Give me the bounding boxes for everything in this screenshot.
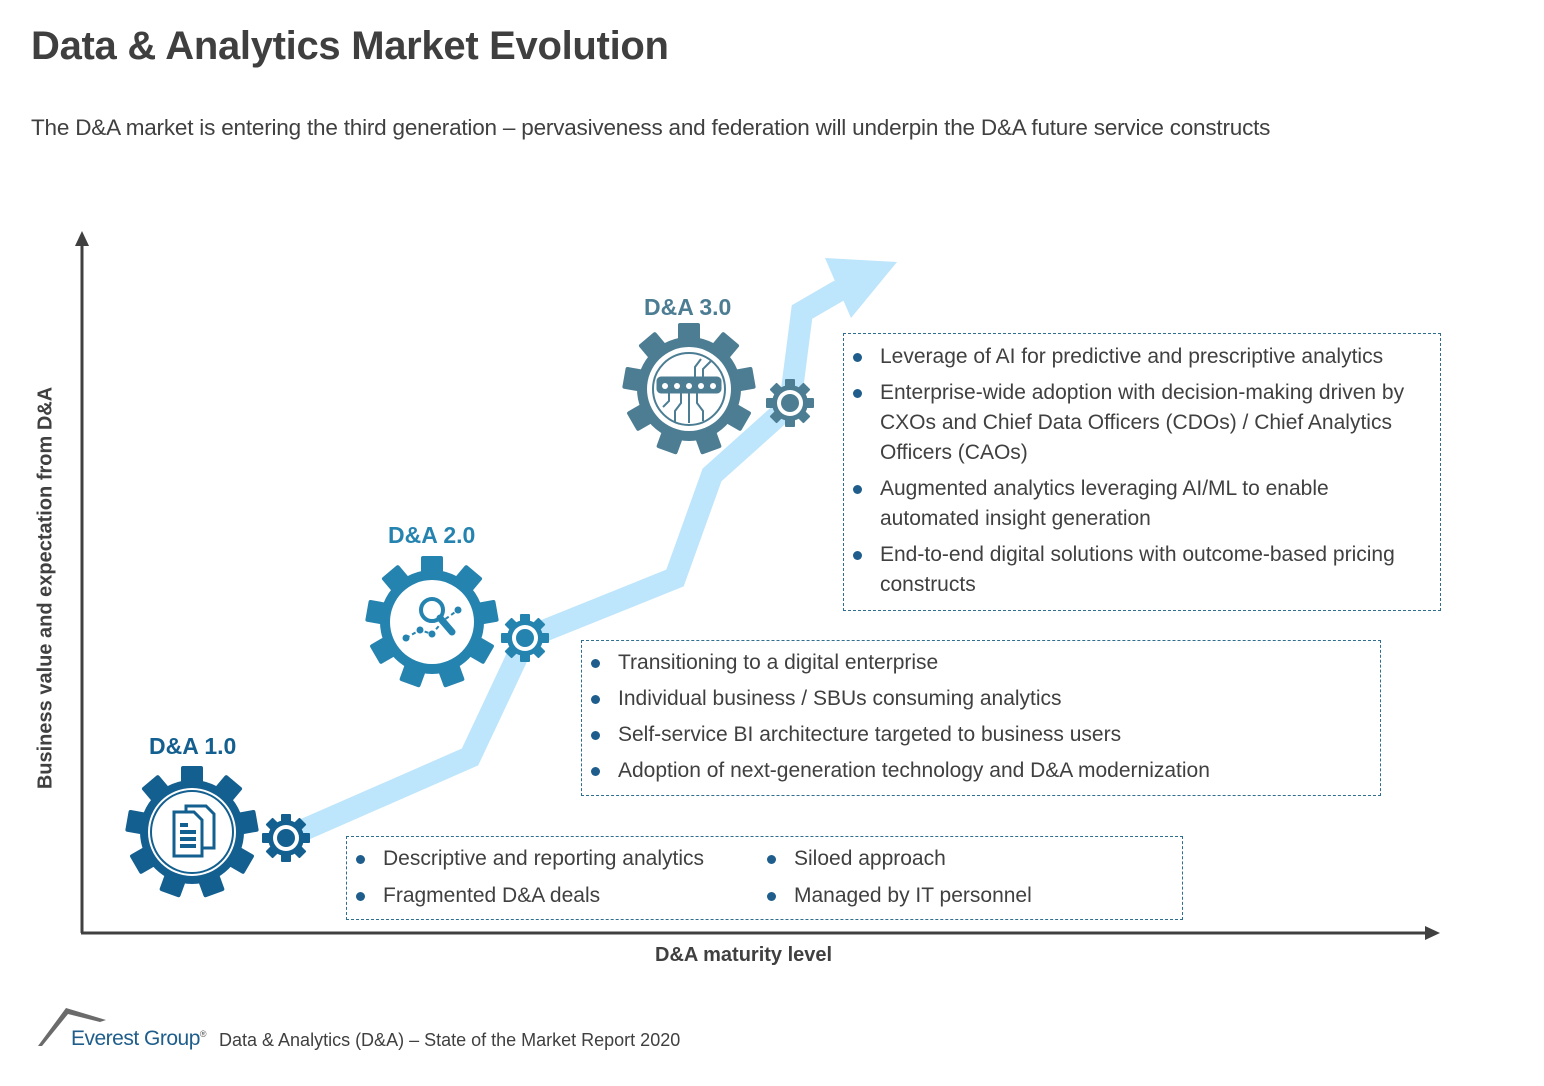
stage2-label: D&A 2.0 [388,522,476,548]
bullet-icon [591,731,600,740]
list-item: Leverage of AI for predictive and prescr… [844,342,1429,372]
bullet-icon [356,892,365,901]
list-item: End-to-end digital solutions with outcom… [844,540,1429,600]
y-axis-label: Business value and expectation from D&A [34,386,57,790]
stage1-label: D&A 1.0 [149,733,237,759]
bullet-icon [767,855,776,864]
magnifier-analytics-icon [402,597,462,642]
bullet-icon [591,659,600,668]
list-item: Enterprise-wide adoption with decision-m… [844,378,1429,468]
everest-logo-icon [38,1008,106,1046]
stage3-label: D&A 3.0 [644,294,732,320]
list-item: Transitioning to a digital enterprise [582,648,1372,678]
x-axis [81,926,1440,940]
bullet-icon [853,353,862,362]
list-item: Augmented analytics leveraging AI/ML to … [844,474,1429,534]
stage3-description-box: Leverage of AI for predictive and prescr… [843,333,1441,611]
page-subtitle: The D&A market is entering the third gen… [31,115,1271,140]
report-title: Data & Analytics (D&A) – State of the Ma… [219,1030,681,1050]
page-title: Data & Analytics Market Evolution [31,24,669,68]
list-item: Individual business / SBUs consuming ana… [582,684,1372,714]
stage2-description-box: Transitioning to a digital enterprise In… [581,640,1381,796]
list-item: Descriptive and reporting analytics [347,844,757,874]
stage1-small-gear-icon [262,814,310,862]
bullet-icon [853,551,862,560]
list-item: Adoption of next-generation technology a… [582,756,1372,786]
y-axis [75,231,89,933]
bullet-icon [853,389,862,398]
list-item: Siloed approach [758,844,1168,874]
brand-name: Everest Group® [71,1027,207,1050]
bullet-icon [591,767,600,776]
x-axis-label: D&A maturity level [655,944,833,966]
list-item: Self-service BI architecture targeted to… [582,720,1372,750]
circuit-ai-icon [656,358,722,423]
stage3-small-gear-icon [766,379,814,427]
bullet-icon [591,695,600,704]
stage1-description-box: Descriptive and reporting analytics Frag… [346,836,1183,920]
bullet-icon [767,892,776,901]
documents-icon [172,804,216,858]
bullet-icon [356,855,365,864]
bullet-icon [853,485,862,494]
list-item: Managed by IT personnel [758,881,1168,911]
stage2-small-gear-icon [501,614,549,662]
list-item: Fragmented D&A deals [347,881,757,911]
growth-path-arrow [280,258,897,849]
